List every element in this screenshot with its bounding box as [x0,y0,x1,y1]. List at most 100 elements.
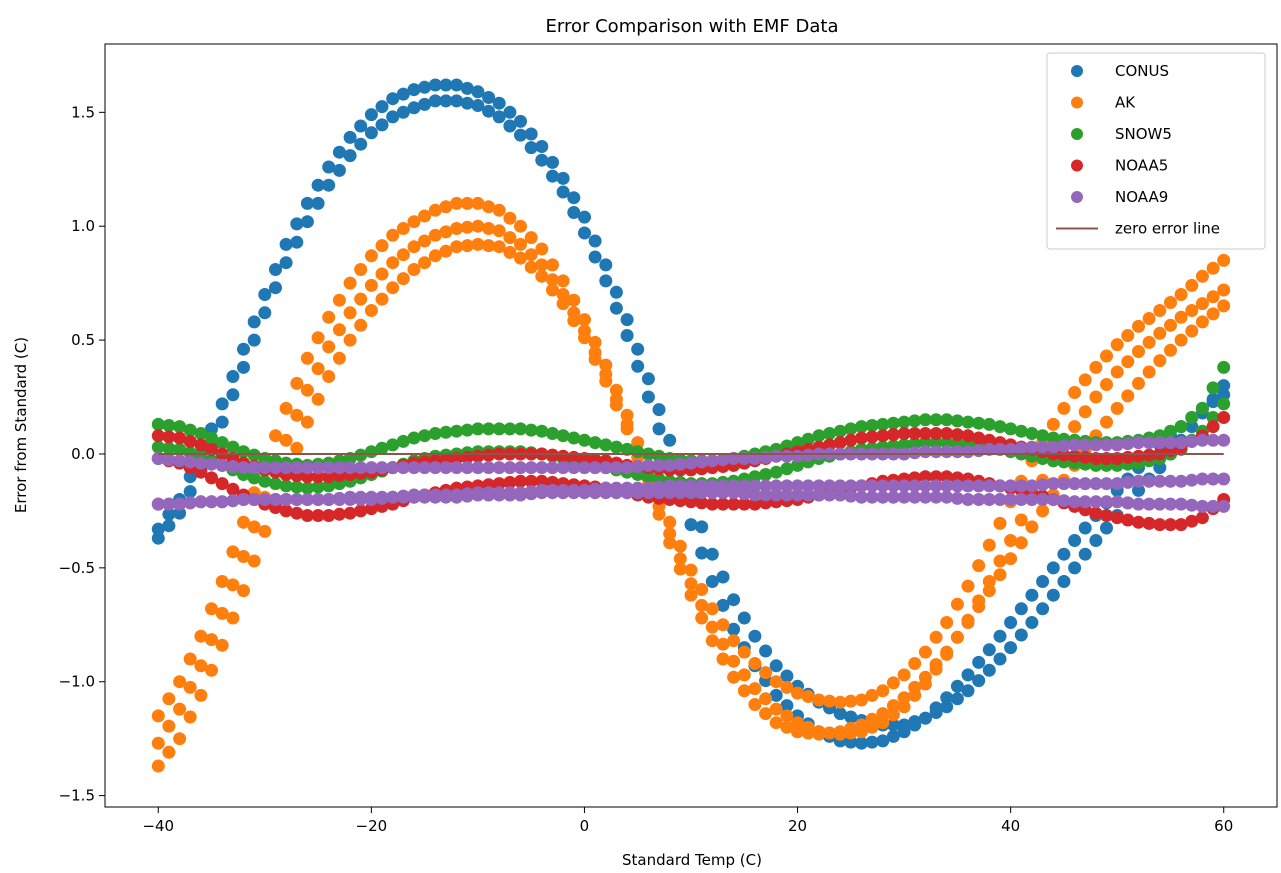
data-point-conus [1217,379,1231,393]
data-point-ak [471,237,485,251]
data-point-snow5 [567,431,581,445]
data-point-ak [620,408,634,422]
data-point-noaa5 [332,507,346,521]
data-point-conus [695,520,709,534]
data-point-ak [1195,297,1209,311]
data-point-conus [972,655,986,669]
data-point-snow5 [524,423,538,437]
data-point-ak [897,691,911,705]
data-point-noaa9 [1217,472,1231,486]
x-axis-label: Standard Temp (C) [622,851,762,869]
data-point-noaa9 [492,488,506,502]
data-point-noaa9 [1025,479,1039,493]
data-point-snow5 [151,440,165,454]
data-point-ak [407,240,421,254]
data-point-noaa9 [695,455,709,469]
data-point-noaa5 [929,427,943,440]
data-point-ak [1100,415,1113,429]
data-point-noaa9 [535,461,549,475]
data-point-noaa9 [524,461,538,475]
data-point-noaa9 [823,488,836,502]
data-point-noaa9 [567,486,581,500]
data-point-snow5 [162,441,176,455]
data-point-noaa9 [716,486,730,500]
data-point-noaa9 [1206,472,1220,486]
data-point-ak [1174,333,1188,347]
data-point-ak [375,239,389,253]
data-point-ak [332,351,346,365]
data-point-noaa5 [833,436,847,450]
data-point-ak [609,398,623,412]
data-point-conus [450,78,464,92]
data-point-noaa9 [1121,496,1135,510]
data-point-conus [663,433,677,447]
data-point-conus [961,684,975,698]
data-point-noaa9 [396,461,410,475]
data-point-noaa5 [1153,518,1167,532]
data-point-snow5 [972,416,986,430]
data-point-conus [886,718,900,732]
data-point-ak [1110,338,1124,352]
data-point-conus [492,110,506,124]
data-point-noaa9 [237,461,250,475]
data-point-ak [929,658,943,672]
data-point-noaa9 [1014,493,1028,506]
data-point-ak [748,682,762,696]
data-point-ak [226,578,240,592]
data-point-snow5 [279,479,293,493]
data-point-ak [546,258,559,272]
data-point-ak [759,692,773,706]
data-point-ak [791,686,804,700]
data-point-noaa9 [556,486,570,500]
data-point-noaa5 [695,496,709,510]
data-point-ak [759,666,773,680]
data-point-ak [727,654,741,668]
data-point-snow5 [226,440,240,454]
data-point-noaa9 [652,486,666,500]
data-point-ak [183,652,197,666]
data-point-ak [833,725,847,739]
data-point-ak [1153,354,1167,368]
data-point-conus [258,288,272,301]
data-point-ak [791,725,804,739]
data-point-ak [322,310,336,324]
data-point-ak [396,222,410,235]
data-point-ak [673,539,687,553]
data-point-noaa9 [929,490,943,504]
data-point-ak [247,554,261,568]
data-point-ak [407,263,421,276]
data-point-snow5 [205,431,218,445]
data-point-ak [769,675,783,689]
data-point-ak [556,288,570,301]
data-point-ak [1057,401,1071,415]
legend-item-ak: AK [1071,94,1136,112]
data-point-ak [151,759,165,773]
data-point-conus [855,736,868,750]
data-point-noaa9 [215,495,229,509]
data-point-noaa9 [1004,479,1018,493]
data-point-ak [950,597,964,611]
data-point-conus [908,718,922,732]
data-point-noaa5 [290,506,304,520]
data-point-conus [1078,547,1092,561]
data-point-noaa9 [1036,478,1050,492]
data-point-ak [1089,360,1103,374]
data-point-snow5 [247,448,261,462]
data-point-snow5 [748,470,762,484]
data-point-noaa9 [1110,495,1124,509]
data-point-noaa9 [407,490,421,504]
data-point-ak [1121,329,1135,342]
data-point-noaa9 [1195,499,1209,513]
data-point-noaa5 [1089,506,1103,520]
data-point-noaa9 [482,461,496,475]
data-point-snow5 [609,440,623,454]
data-point-noaa9 [269,461,282,475]
legend-item-zero-error-line: zero error line [1056,220,1220,238]
data-point-noaa9 [1078,438,1092,452]
data-point-ak [183,680,197,694]
data-point-noaa5 [1164,518,1177,532]
data-point-conus [237,360,250,374]
data-point-noaa9 [993,493,1007,506]
data-point-ak [354,292,368,306]
data-point-noaa5 [503,475,517,489]
